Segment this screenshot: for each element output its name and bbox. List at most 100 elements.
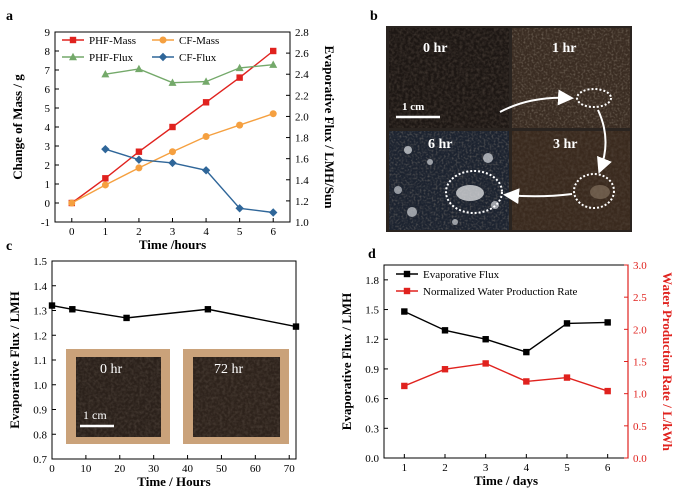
inset-label-0hr: 0 hr (100, 362, 123, 377)
panel-label-a: a (6, 9, 13, 24)
chart-d: 1 2 3 4 5 6 0.0 0.3 0.6 0.9 1.2 1.5 1.8 0.0 0.5 1.0 1.5 2… (339, 260, 675, 488)
y-tick-label-c: 0.8 (33, 429, 47, 441)
data-point-d-1 (482, 360, 489, 367)
data-point-a-2 (235, 63, 244, 72)
y2-tick-label-a: 2.2 (295, 90, 309, 102)
y2-tick-label-d: 2.5 (633, 292, 647, 304)
inset-label-72hr: 72 hr (214, 362, 244, 377)
y2-tick-label-d: 3.0 (633, 260, 647, 272)
y-tick-label-d: 1.5 (365, 305, 379, 317)
y2-tick-label-a: 1.6 (295, 154, 309, 166)
data-point-a-0 (236, 74, 243, 81)
y2-tick-label-a: 1.8 (295, 133, 309, 145)
salt-region-1hr (576, 88, 612, 108)
legend-marker-a (69, 52, 77, 61)
x-axis-label-c: Time / Hours (137, 474, 210, 489)
legend-marker-d (403, 287, 411, 295)
y2-axis-label-a: Evaporative Flux / LMH/Sun (322, 46, 337, 210)
legend-label-a: PHF-Mass (89, 35, 136, 47)
x-tick-label-d: 2 (442, 462, 448, 474)
y2-axis-label-d: Water Production Rate / L/kWh (660, 272, 675, 451)
x-tick-label-c: 50 (216, 463, 228, 475)
data-point-a-0 (270, 47, 277, 55)
y2-tick-label-d: 0.5 (633, 421, 647, 433)
y-tick-label-d: 1.8 (365, 275, 379, 287)
data-point-a-2 (202, 77, 211, 85)
x-tick-label-c: 0 (49, 463, 55, 475)
y-tick-label-d: 1.2 (365, 334, 379, 346)
x-tick-label-a: 4 (203, 226, 209, 238)
x-tick-label-c: 40 (182, 463, 194, 475)
y-tick-label-d: 0.0 (365, 453, 379, 465)
y2-tick-label-a: 2.8 (295, 27, 309, 39)
y-tick-label-c: 1.4 (33, 281, 47, 293)
data-point-a-1 (236, 121, 244, 129)
y-axis-label-c: Evaporative Flux / LMH (7, 291, 22, 429)
x-tick-label-a: 5 (237, 226, 243, 238)
data-point-a-3 (134, 155, 144, 164)
y-axis-label-a: Change of Mass / g (10, 74, 25, 180)
photo-label-1hr: 1 hr (552, 41, 577, 56)
data-point-a-2 (134, 64, 143, 73)
data-point-a-1 (101, 181, 109, 189)
data-point-d-1 (441, 366, 449, 373)
photo-grid: 1 cm 0 hr 1 hr 6 hr 3 hr (386, 26, 632, 232)
series-line-d-1 (404, 362, 608, 392)
y-tick-label-d: 0.3 (365, 423, 379, 435)
y2-tick-label-d: 1.5 (633, 357, 647, 369)
data-point-a-0 (169, 123, 176, 131)
data-point-a-1 (269, 110, 277, 118)
y2-tick-label-a: 2.0 (295, 111, 309, 123)
data-point-d-1 (563, 374, 571, 381)
y2-tick-label-a: 1.2 (295, 196, 309, 208)
series-line-a-3 (105, 148, 274, 214)
x-axis-label-d: Time / days (474, 473, 538, 488)
y-tick-label-c: 0.9 (33, 405, 47, 417)
y2-tick-label-a: 2.6 (295, 48, 309, 60)
data-point-d-0 (441, 327, 449, 334)
legend-label-a: CF-Mass (179, 35, 219, 47)
data-point-d-0 (563, 320, 571, 327)
y-tick-label-c: 1.5 (33, 256, 47, 268)
x-tick-label-a: 2 (136, 226, 142, 238)
legend-marker-d (403, 270, 411, 278)
data-point-a-3 (269, 208, 278, 217)
data-point-d-0 (401, 308, 408, 315)
y-tick-label-d: 0.9 (365, 364, 379, 376)
y2-tick-label-d: 0.0 (633, 453, 647, 465)
x-tick-label-c: 30 (148, 463, 160, 475)
inset-photos: 0 hr 72 hr 1 cm (66, 349, 289, 444)
y-tick-label-a: 5 (45, 103, 51, 115)
y-tick-label-a: 0 (45, 198, 51, 210)
x-tick-label-d: 5 (564, 462, 570, 474)
arrow-3-to-6 (503, 188, 573, 205)
y-tick-label-a: 7 (45, 65, 51, 77)
arrow-1-to-3 (597, 109, 612, 174)
y2-tick-label-a: 1.0 (295, 217, 309, 229)
y-tick-label-a: 6 (45, 84, 51, 96)
y-tick-label-d: 0.6 (365, 394, 379, 406)
y2-tick-label-a: 2.4 (295, 69, 309, 81)
data-point-a-0 (202, 99, 210, 106)
data-point-a-1 (135, 164, 143, 172)
y-axis-label-d: Evaporative Flux / LMH (339, 293, 354, 431)
series-line-c-0 (51, 304, 297, 328)
y2-tick-label-a: 1.4 (295, 175, 309, 187)
data-point-c-0 (292, 323, 300, 330)
salt-region-6hr (445, 170, 503, 214)
photo-label-3hr: 3 hr (553, 137, 578, 152)
data-point-c-0 (123, 314, 130, 322)
legend-marker-a (69, 36, 77, 44)
legend-label-d: Normalized Water Production Rate (423, 286, 578, 298)
data-point-d-0 (604, 319, 611, 326)
x-tick-label-a: 3 (170, 226, 176, 238)
y-tick-label-c: 1.1 (33, 355, 47, 367)
data-point-a-3 (235, 204, 244, 213)
y-tick-label-c: 1.3 (33, 306, 47, 318)
y-tick-label-a: 1 (45, 179, 51, 191)
x-tick-label-c: 10 (80, 463, 92, 475)
legend-label-d: Evaporative Flux (423, 269, 500, 281)
x-tick-label-d: 6 (605, 462, 611, 474)
x-tick-label-a: 0 (69, 226, 75, 238)
chart-c: 0 10 20 30 40 50 60 70 0.7 0.8 0.9 1.0 1.1 1.2 1.3 1.4 1… (7, 256, 300, 489)
